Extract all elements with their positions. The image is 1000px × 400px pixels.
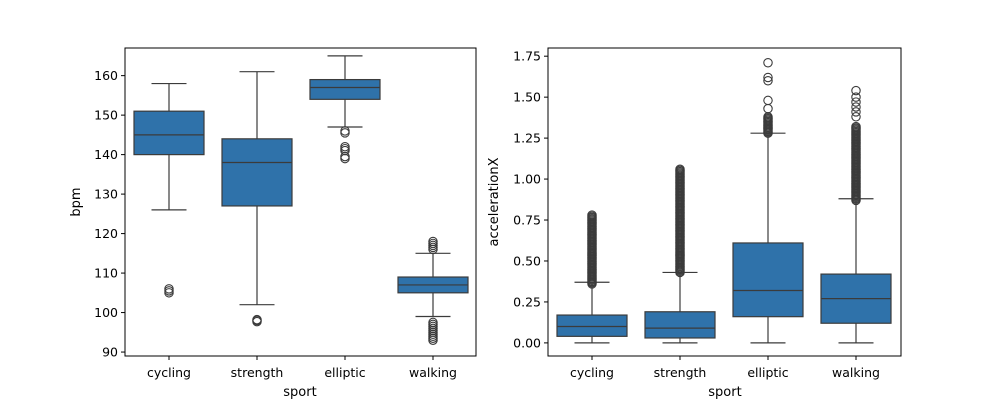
bpm-y-tick-label: 90 [102,345,118,360]
outlier-point [851,102,861,112]
outlier-point [164,284,174,294]
accelerationx-x-ticks: cycling strength elliptic walking [570,356,880,380]
bpm-x-tick-label: strength [231,365,284,380]
accelerationx-y-tick-label: 0.50 [513,253,541,268]
outlier-point [851,92,861,102]
bpm-y-tick-label: 130 [94,187,118,202]
bpm-y-axis-label: bpm [69,187,84,216]
bpm-y-tick-label: 110 [94,266,118,281]
bpm-boxplot: 90 100 110 120 130 140 150 160 cycling strength e… [69,47,477,400]
bpm-y-tick-label: 120 [94,226,118,241]
outlier-point [851,121,861,132]
accelerationx-axes-frame [547,47,902,357]
bpm-x-tick-label: walking [409,365,457,380]
outlier-point [763,72,773,83]
accelerationx-box-strength [644,164,716,344]
bpm-box-strength [221,71,293,327]
outlier-point [851,107,861,117]
outlier-point [851,97,861,107]
bpm-box-cycling [133,82,205,298]
accelerationx-x-tick-label: strength [654,365,707,380]
accelerationx-y-tick-label: 0.75 [513,213,541,228]
bpm-axes-frame [124,47,477,357]
iqr-box [309,78,381,100]
outlier-point [428,236,438,247]
bpm-x-tick-label: cycling [147,365,191,380]
accelerationx-y-ticks: 0.00 0.25 0.50 0.75 1.00 1.25 1.50 1.75 [513,49,548,350]
bpm-x-ticks: cycling strength elliptic walking [147,356,457,380]
bpm-box-walking [397,236,469,345]
accelerationx-boxplot: 0.00 0.25 0.50 0.75 1.00 1.25 1.50 1.75 cycling… [487,47,902,400]
bpm-x-axis-label: sport [283,385,316,400]
outlier-point [340,153,350,164]
accelerationx-y-tick-label: 0.25 [513,294,541,309]
iqr-box [133,110,205,156]
accelerationx-y-tick-label: 1.75 [513,49,541,64]
accelerationx-y-tick-label: 1.50 [513,90,541,105]
bpm-x-tick-label: elliptic [324,365,365,380]
bpm-y-tick-label: 140 [94,147,118,162]
outlier-point [587,210,597,220]
bpm-y-ticks: 90 100 110 120 130 140 150 160 [94,68,125,360]
outlier-point [851,112,861,122]
iqr-box [556,314,628,337]
accelerationx-y-tick-label: 1.25 [513,131,541,146]
accelerationx-box-elliptic [732,57,804,344]
bpm-y-tick-label: 100 [94,305,118,320]
outlier-point [340,128,350,138]
accelerationx-y-axis-label: accelerationX [487,157,502,246]
bpm-y-tick-label: 150 [94,108,118,123]
accelerationx-x-tick-label: walking [832,365,880,380]
bpm-box-elliptic [309,55,381,164]
outlier-point [763,76,773,86]
outlier-point [851,85,861,96]
accelerationx-x-tick-label: elliptic [747,365,788,380]
accelerationx-y-tick-label: 0.00 [513,335,541,350]
outlier-point [252,314,262,325]
outlier-point [763,95,773,106]
iqr-box [221,138,293,207]
bpm-plot-area [133,55,469,345]
outlier-point [428,335,438,345]
accelerationx-plot-area [556,57,892,344]
accelerationx-x-axis-label: sport [708,385,741,400]
outlier-point [675,164,685,174]
accelerationx-y-tick-label: 1.00 [513,172,541,187]
iqr-box [732,242,804,318]
bpm-y-tick-label: 160 [94,68,118,83]
accelerationx-x-tick-label: cycling [570,365,614,380]
accelerationx-box-walking [820,85,892,344]
iqr-box [644,311,716,339]
accelerationx-box-cycling [556,210,628,344]
outlier-point [763,57,773,68]
